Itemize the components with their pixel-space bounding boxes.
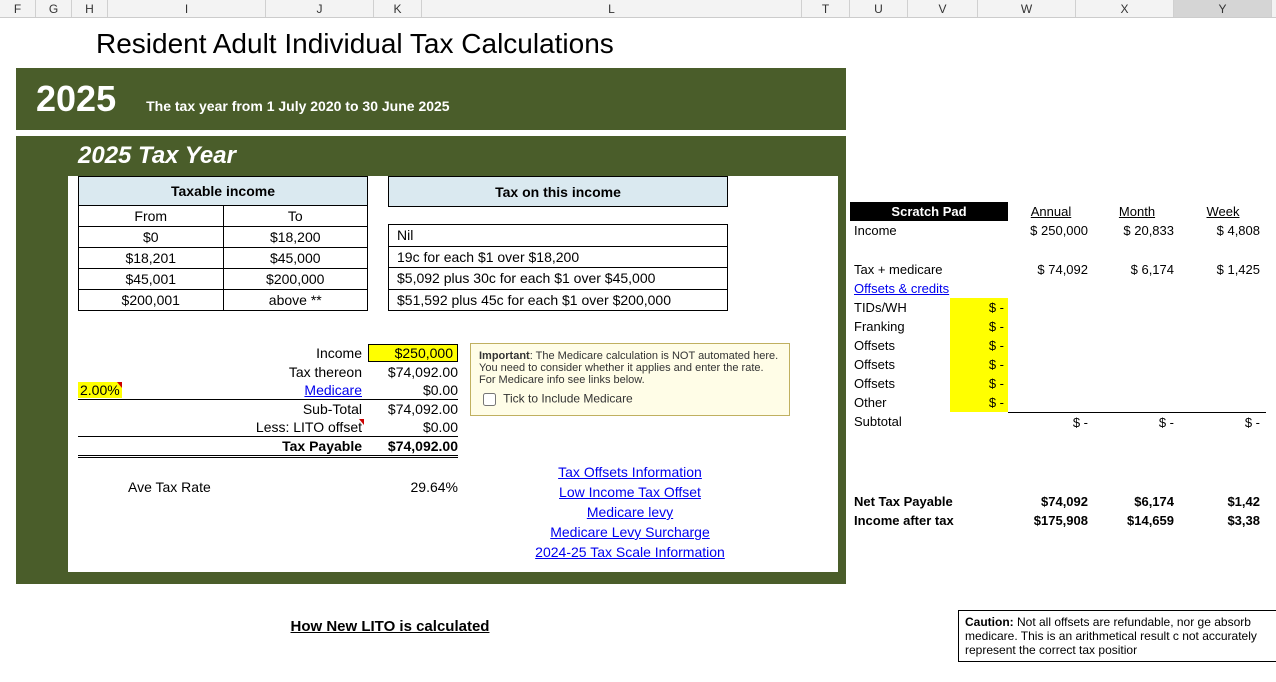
sp-net-label: Net Tax Payable xyxy=(850,492,1008,511)
table-cell[interactable]: $0 xyxy=(79,227,224,248)
table-header: Tax on this income xyxy=(389,177,728,207)
table-cell[interactable]: $18,201 xyxy=(79,248,224,269)
tax-on-income-table: Tax on this income Nil19c for each $1 ov… xyxy=(388,176,728,311)
table-cell[interactable]: Nil xyxy=(389,225,728,246)
table-cell[interactable]: 19c for each $1 over $18,200 xyxy=(389,246,728,267)
year-value: 2025 xyxy=(36,78,116,120)
table-cell[interactable]: $45,001 xyxy=(79,269,224,290)
col-header-L[interactable]: L xyxy=(422,0,802,17)
rate-label: Ave Tax Rate xyxy=(78,479,362,495)
col-header-T[interactable]: T xyxy=(802,0,850,17)
medicare-value: $0.00 xyxy=(368,382,458,398)
page-title: Resident Adult Individual Tax Calculatio… xyxy=(96,28,1276,60)
col-header-U[interactable]: U xyxy=(850,0,908,17)
col-header-G[interactable]: G xyxy=(36,0,72,17)
caution-note: Caution: Not all offsets are refundable,… xyxy=(958,610,1276,662)
sp-mini-label: Offsets xyxy=(850,355,950,374)
subtotal-value: $74,092.00 xyxy=(368,401,458,417)
column-headers: FGHIJKLTUVWXY xyxy=(0,0,1276,18)
table-cell[interactable]: $45,000 xyxy=(223,248,368,269)
table-header: Taxable income xyxy=(79,177,368,206)
subtotal-label: Sub-Total xyxy=(78,401,362,417)
col-header-V[interactable]: V xyxy=(908,0,978,17)
col-header-J[interactable]: J xyxy=(266,0,374,17)
sp-taxmed-label: Tax + medicare xyxy=(850,260,1008,279)
col-header-I[interactable]: I xyxy=(108,0,266,17)
info-links: Tax Offsets InformationLow Income Tax Of… xyxy=(470,462,790,562)
info-link[interactable]: 2024-25 Tax Scale Information xyxy=(470,542,790,562)
col-to: To xyxy=(223,206,368,227)
sp-mini-value[interactable]: $ - xyxy=(950,317,1008,336)
medicare-link[interactable]: Medicare xyxy=(304,382,362,398)
table-cell[interactable]: $200,001 xyxy=(79,290,224,311)
comment-indicator-icon xyxy=(359,419,364,425)
calc-summary: Income $250,000 Tax thereon $74,092.00 2… xyxy=(78,343,458,496)
offsets-credits-link[interactable]: Offsets & credits xyxy=(850,279,1008,298)
income-value[interactable]: $250,000 xyxy=(368,344,458,362)
year-banner: 2025 The tax year from 1 July 2020 to 30… xyxy=(16,68,846,130)
info-link[interactable]: Medicare Levy Surcharge xyxy=(470,522,790,542)
rate-value: 29.64% xyxy=(368,479,458,495)
tax-panel: 2025 Tax Year Taxable income From To $0$… xyxy=(16,136,846,584)
lito-heading: How New LITO is calculated xyxy=(240,618,540,635)
sp-mini-label: TIDs/WH xyxy=(850,298,950,317)
payable-label: Tax Payable xyxy=(78,438,362,454)
col-header-K[interactable]: K xyxy=(374,0,422,17)
col-header-Y[interactable]: Y xyxy=(1174,0,1272,17)
sp-mini-label: Offsets xyxy=(850,374,950,393)
sp-mini-label: Offsets xyxy=(850,336,950,355)
info-link[interactable]: Low Income Tax Offset xyxy=(470,482,790,502)
col-annual: Annual xyxy=(1008,202,1094,221)
payable-value: $74,092.00 xyxy=(368,438,458,454)
year-description: The tax year from 1 July 2020 to 30 June… xyxy=(146,98,450,114)
table-cell[interactable]: above ** xyxy=(223,290,368,311)
sp-subtotal-label: Subtotal xyxy=(850,412,1008,432)
sp-mini-label: Other xyxy=(850,393,950,412)
panel-title: 2025 Tax Year xyxy=(78,142,834,170)
content-block: Taxable income From To $0$18,200$18,201$… xyxy=(68,176,838,572)
col-header-X[interactable]: X xyxy=(1076,0,1174,17)
table-cell[interactable]: $200,000 xyxy=(223,269,368,290)
medicare-note: Important: The Medicare calculation is N… xyxy=(470,343,790,416)
col-header-F[interactable]: F xyxy=(0,0,36,17)
sp-mini-value[interactable]: $ - xyxy=(950,336,1008,355)
col-month: Month xyxy=(1094,202,1180,221)
col-header-H[interactable]: H xyxy=(72,0,108,17)
tax-thereon-value: $74,092.00 xyxy=(368,364,458,380)
include-medicare-checkbox[interactable] xyxy=(483,393,496,406)
scratch-pad-title: Scratch Pad xyxy=(850,202,1008,221)
sp-mini-value[interactable]: $ - xyxy=(950,393,1008,412)
info-link[interactable]: Tax Offsets Information xyxy=(470,462,790,482)
lito-label: Less: LITO offset xyxy=(78,419,362,435)
sp-mini-value[interactable]: $ - xyxy=(950,374,1008,393)
tax-thereon-label: Tax thereon xyxy=(78,364,362,380)
col-from: From xyxy=(79,206,224,227)
sp-after-label: Income after tax xyxy=(850,511,1008,530)
sp-mini-value[interactable]: $ - xyxy=(950,355,1008,374)
sp-income-label: Income xyxy=(850,221,1008,240)
table-cell[interactable]: $5,092 plus 30c for each $1 over $45,000 xyxy=(389,268,728,289)
sp-mini-label: Franking xyxy=(850,317,950,336)
info-link[interactable]: Medicare levy xyxy=(470,502,790,522)
col-header-W[interactable]: W xyxy=(978,0,1076,17)
taxable-income-table: Taxable income From To $0$18,200$18,201$… xyxy=(78,176,368,311)
table-cell[interactable]: $51,592 plus 45c for each $1 over $200,0… xyxy=(389,289,728,310)
medicare-pct[interactable]: 2.00% xyxy=(78,382,122,398)
comment-indicator-icon xyxy=(117,382,122,388)
checkbox-label: Tick to Include Medicare xyxy=(503,392,633,406)
scratch-pad: Scratch Pad Annual Month Week Income $ 2… xyxy=(850,202,1276,530)
income-label: Income xyxy=(78,345,362,361)
col-week: Week xyxy=(1180,202,1266,221)
lito-value: $0.00 xyxy=(368,419,458,435)
sp-mini-value[interactable]: $ - xyxy=(950,298,1008,317)
table-cell[interactable]: $18,200 xyxy=(223,227,368,248)
